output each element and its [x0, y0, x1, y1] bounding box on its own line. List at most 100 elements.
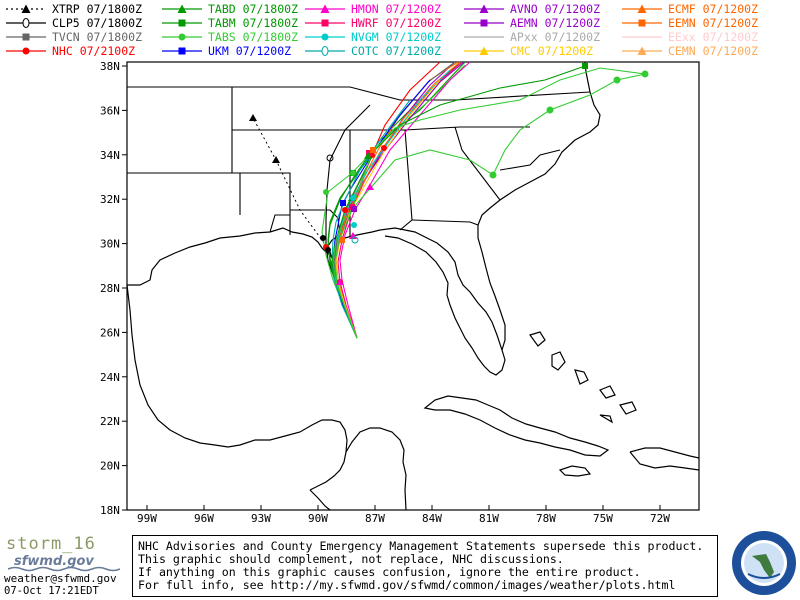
legend-label: TABS 07/1800Z: [208, 30, 299, 44]
model-legend: XTRP 07/1800Z TABD 07/1800Z HMON 07/1200Z A…: [0, 0, 800, 58]
track-tabs-outlier: [331, 65, 586, 339]
legend-swatch-icon: [464, 46, 504, 55]
lat-label: 26N: [100, 326, 120, 339]
lat-label: 30N: [100, 238, 120, 251]
legend-item-tabm: TABM 07/1800Z: [160, 16, 298, 30]
legend-label: COTC 07/1200Z: [351, 44, 442, 58]
lon-label: 81W: [479, 512, 499, 525]
legend-swatch-icon: [162, 4, 202, 13]
sfwmd-logo: storm_16 sfwmd.gov weather@sfwmd.gov 07-…: [4, 532, 128, 597]
legend-label: EEMN 07/1200Z: [668, 16, 759, 30]
legend-swatch-icon: [305, 4, 345, 13]
legend-swatch-icon: [162, 19, 202, 27]
legend-swatch-icon: [162, 47, 202, 55]
contact-email: weather@sfwmd.gov: [4, 572, 117, 585]
legend-swatch-icon: [6, 4, 46, 13]
legend-item-tabs: TABS 07/1800Z: [160, 30, 298, 44]
legend-item-nvgm: NVGM 07/1200Z: [303, 30, 441, 44]
legend-item-ukm: UKM 07/1200Z: [160, 44, 291, 58]
lat-label: 38N: [100, 60, 120, 73]
disclaimer-line: For full info, see http://my.sfwmd.gov/s…: [138, 578, 676, 592]
legend-swatch-icon: [6, 33, 46, 41]
legend-item-eemn: EEMN 07/1200Z: [620, 16, 758, 30]
legend-label: ECMF 07/1200Z: [668, 2, 759, 16]
lon-label: 96W: [194, 512, 214, 525]
state-boundaries: [127, 86, 591, 237]
legend-swatch-icon: [622, 19, 662, 27]
legend-item-cmc: CMC 07/1200Z: [462, 44, 593, 58]
legend-item-tabd: TABD 07/1800Z: [160, 2, 298, 16]
model-tracks: [321, 61, 646, 339]
lon-label: 90W: [308, 512, 328, 525]
legend-item-eexx: EExx 07/1200Z: [620, 30, 758, 44]
lat-label: 32N: [100, 193, 120, 206]
lat-label: 22N: [100, 415, 120, 428]
legend-item-hwrf: HWRF 07/1200Z: [303, 16, 441, 30]
legend-label: CLP5 07/1800Z: [52, 16, 143, 30]
lat-label: 20N: [100, 460, 120, 473]
track-tabm: [327, 61, 461, 339]
lon-label: 75W: [593, 512, 613, 525]
legend-label: HMON 07/1200Z: [351, 2, 442, 16]
lat-label: 36N: [100, 104, 120, 117]
legend-label: HWRF 07/1200Z: [351, 16, 442, 30]
legend-label: AVNO 07/1200Z: [510, 2, 601, 16]
lon-label: 99W: [137, 512, 157, 525]
logo-storm-name: storm_16: [6, 534, 96, 554]
legend-label: TABD 07/1800Z: [208, 2, 299, 16]
lat-label: 24N: [100, 371, 120, 384]
legend-item-xtrp: XTRP 07/1800Z: [4, 2, 142, 16]
legend-swatch-icon: [464, 4, 504, 13]
lon-label: 78W: [536, 512, 556, 525]
disclaimer-box: NHC Advisories and County Emergency Mana…: [132, 535, 718, 597]
legend-swatch-icon: [622, 36, 662, 38]
legend-item-aemn: AEMN 07/1200Z: [462, 16, 600, 30]
legend-swatch-icon: [6, 18, 46, 28]
legend-swatch-icon: [622, 46, 662, 55]
legend-label: XTRP 07/1800Z: [52, 2, 143, 16]
disclaimer-line: This graphic should complement, not repl…: [138, 552, 564, 566]
legend-label: TVCN 07/1800Z: [52, 30, 143, 44]
legend-label: NHC 07/2100Z: [52, 44, 136, 58]
coastlines: [126, 61, 700, 511]
timestamp: 07-Oct 17:21EDT: [4, 585, 99, 597]
track-xtrp: [249, 114, 328, 248]
legend-swatch-icon: [464, 19, 504, 27]
legend-label: CEMN 07/1200Z: [668, 44, 759, 58]
sfwmd-seal-icon: [732, 531, 796, 595]
lat-label: 18N: [100, 504, 120, 517]
legend-item-cemn: CEMN 07/1200Z: [620, 44, 758, 58]
lat-label: 28N: [100, 282, 120, 295]
legend-swatch-icon: [162, 33, 202, 41]
legend-label: UKM 07/1200Z: [208, 44, 292, 58]
lat-label: 34N: [100, 149, 120, 162]
lon-label: 93W: [251, 512, 271, 525]
lat-labels: 38N 36N 34N 32N 30N 28N 26N 24N 22N 20N 18N: [100, 60, 127, 517]
legend-label: NVGM 07/1200Z: [351, 30, 442, 44]
track-markers: [320, 63, 649, 285]
lon-label: 84W: [422, 512, 442, 525]
legend-item-nhc: NHC 07/2100Z: [4, 44, 135, 58]
legend-swatch-icon: [6, 47, 46, 55]
disclaimer-line: If anything on this graphic causes confu…: [138, 565, 641, 579]
legend-swatch-icon: [305, 33, 345, 41]
logo-site: sfwmd.gov: [14, 554, 94, 569]
legend-swatch-icon: [464, 36, 504, 38]
wave-icon: [8, 566, 120, 572]
legend-label: TABM 07/1800Z: [208, 16, 299, 30]
legend-item-ecmf: ECMF 07/1200Z: [620, 2, 758, 16]
legend-swatch-icon: [305, 46, 345, 56]
legend-label: CMC 07/1200Z: [510, 44, 594, 58]
legend-label: AEMN 07/1200Z: [510, 16, 601, 30]
lon-labels: 99W 96W 93W 90W 87W 84W 81W 78W 75W 72W: [137, 505, 670, 525]
legend-item-cotc: COTC 07/1200Z: [303, 44, 441, 58]
legend-swatch-icon: [305, 19, 345, 27]
legend-item-hmon: HMON 07/1200Z: [303, 2, 441, 16]
legend-label: EExx 07/1200Z: [668, 30, 759, 44]
legend-swatch-icon: [622, 4, 662, 13]
track-tabm-outlier: [334, 67, 646, 339]
disclaimer-line: NHC Advisories and County Emergency Mana…: [138, 539, 704, 553]
legend-item-tvcn: TVCN 07/1800Z: [4, 30, 142, 44]
legend-item-clp5: CLP5 07/1800Z: [4, 16, 142, 30]
